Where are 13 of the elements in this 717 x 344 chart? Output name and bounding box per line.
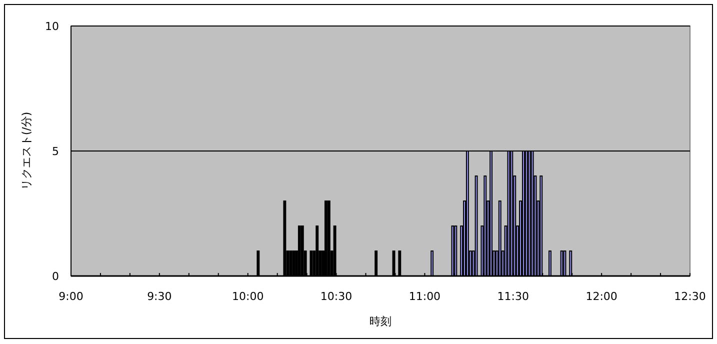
- x-tick-label: 9:00: [58, 290, 84, 303]
- x-tick-label: 11:30: [497, 290, 529, 303]
- x-tick-label: 12:30: [674, 290, 706, 303]
- x-tick-label: 9:30: [147, 290, 172, 303]
- x-tick-label: 10:00: [232, 290, 264, 303]
- x-tick-label: 11:00: [408, 290, 441, 303]
- y-tick-label: 5: [52, 145, 59, 158]
- x-axis-title: 時刻: [370, 315, 392, 328]
- y-tick-label: 0: [52, 270, 59, 283]
- x-tick-label: 10:30: [320, 290, 352, 303]
- y-tick-label: 10: [45, 20, 59, 33]
- y-axis-title: リクエスト(/分): [20, 112, 33, 190]
- x-tick-label: 12:00: [586, 290, 618, 303]
